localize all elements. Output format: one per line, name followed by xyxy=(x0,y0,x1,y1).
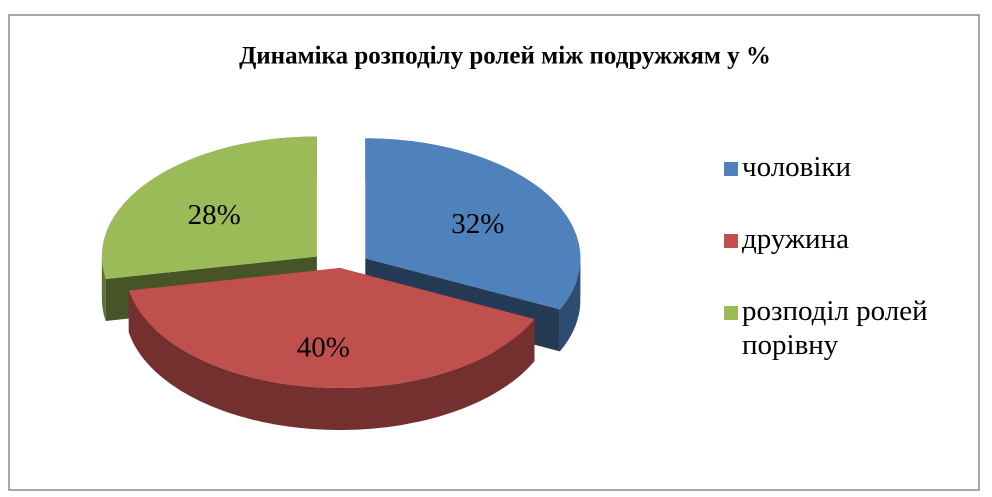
data-label: 40% xyxy=(297,331,350,363)
legend-swatch xyxy=(724,234,738,248)
slice xyxy=(128,268,535,388)
legend-label: дружина xyxy=(742,223,849,255)
legend-swatch xyxy=(724,306,738,320)
slice-side xyxy=(559,258,581,352)
legend-label: розподіл ролей порівну xyxy=(742,295,928,361)
slice xyxy=(101,136,317,279)
legend-label: чоловіки xyxy=(742,151,852,183)
slice-side xyxy=(128,290,535,430)
legend: чоловіки дружина розподіл ролей порівну xyxy=(716,150,986,400)
legend-item: чоловіки xyxy=(716,150,986,184)
legend-swatch xyxy=(724,162,738,176)
legend-item: розподіл ролей порівну xyxy=(716,294,986,362)
data-label: 32% xyxy=(451,208,504,240)
chart-title: Динаміка розподілу ролей між подружжям у… xyxy=(239,43,771,70)
slice xyxy=(365,138,581,310)
data-label: 28% xyxy=(188,199,241,231)
legend-item: дружина xyxy=(716,222,986,256)
